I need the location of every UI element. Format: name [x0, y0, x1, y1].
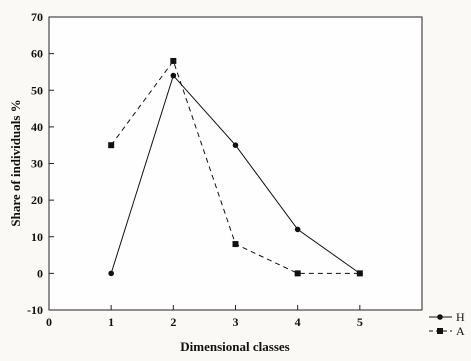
data-point-A: [170, 57, 177, 64]
plot-frame: [48, 16, 423, 311]
y-tick-label: 50: [31, 83, 43, 97]
legend-label-A: A: [456, 324, 465, 338]
legend-marker-H: [437, 314, 443, 320]
data-point-A: [294, 270, 301, 277]
y-tick-label: -10: [27, 303, 43, 317]
y-axis-title: Share of individuals %: [8, 99, 23, 226]
x-tick-label: 4: [295, 315, 301, 329]
y-axis: -10 0 10 20 30 40 50 60 70: [27, 10, 54, 317]
data-point-A: [356, 270, 363, 277]
y-tick-label: 10: [31, 230, 43, 244]
x-tick-label: 5: [357, 315, 363, 329]
data-point-H: [108, 270, 114, 277]
legend: HA: [429, 310, 465, 338]
legend-marker-A: [437, 328, 443, 334]
y-tick-label: 30: [31, 157, 43, 171]
y-tick-label: 70: [31, 10, 43, 24]
y-tick-label: 40: [31, 120, 43, 134]
y-tick-label: 60: [31, 47, 43, 61]
series-layer: [108, 57, 363, 277]
x-tick-label: 3: [233, 315, 239, 329]
data-point-H: [170, 72, 177, 79]
y-tick-label: 0: [37, 266, 43, 280]
data-point-H: [232, 142, 239, 148]
x-axis-title: Dimensional classes: [180, 339, 289, 354]
y-tick-label: 20: [31, 193, 43, 207]
data-point-A: [108, 142, 115, 149]
x-axis: 0 1 2 3 4 5: [46, 305, 363, 329]
legend-label-H: H: [456, 310, 465, 324]
x-tick-label: 1: [108, 315, 114, 329]
x-tick-label: 0: [46, 315, 52, 329]
data-point-H: [294, 226, 301, 233]
data-point-A: [232, 241, 239, 248]
x-tick-label: 2: [170, 315, 176, 329]
series-A: [108, 57, 363, 277]
